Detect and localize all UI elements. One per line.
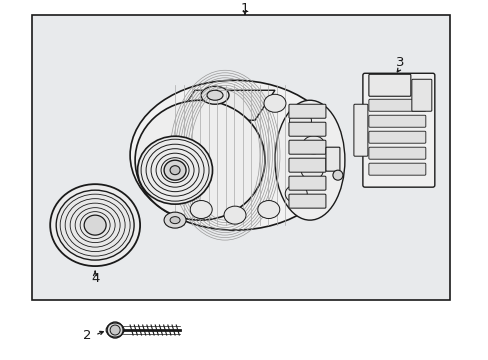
FancyBboxPatch shape (368, 74, 410, 96)
FancyBboxPatch shape (411, 79, 431, 111)
Ellipse shape (201, 86, 228, 104)
Ellipse shape (190, 201, 212, 219)
Ellipse shape (274, 100, 344, 220)
Text: 4: 4 (91, 271, 99, 284)
Ellipse shape (56, 190, 134, 260)
Ellipse shape (289, 112, 311, 130)
Circle shape (332, 170, 342, 180)
Ellipse shape (264, 94, 285, 112)
Ellipse shape (224, 206, 245, 224)
Ellipse shape (257, 201, 279, 219)
FancyBboxPatch shape (288, 194, 325, 208)
FancyBboxPatch shape (368, 131, 425, 143)
Ellipse shape (302, 136, 324, 154)
Ellipse shape (84, 215, 106, 235)
FancyBboxPatch shape (368, 147, 425, 159)
FancyBboxPatch shape (368, 115, 425, 127)
FancyBboxPatch shape (362, 73, 434, 187)
Ellipse shape (285, 185, 306, 203)
Ellipse shape (135, 100, 264, 220)
Ellipse shape (206, 90, 223, 100)
FancyBboxPatch shape (288, 104, 325, 118)
Ellipse shape (50, 184, 140, 266)
FancyBboxPatch shape (368, 99, 425, 111)
Circle shape (110, 325, 120, 335)
FancyBboxPatch shape (288, 176, 325, 190)
Ellipse shape (137, 136, 212, 204)
Ellipse shape (170, 166, 180, 175)
Polygon shape (175, 90, 274, 120)
FancyBboxPatch shape (288, 158, 325, 172)
Circle shape (107, 322, 123, 338)
Ellipse shape (130, 80, 339, 230)
Ellipse shape (164, 160, 185, 180)
FancyBboxPatch shape (288, 122, 325, 136)
Text: 3: 3 (395, 56, 403, 69)
FancyBboxPatch shape (325, 147, 339, 171)
FancyBboxPatch shape (288, 140, 325, 154)
FancyBboxPatch shape (353, 104, 367, 156)
Text: 2: 2 (83, 329, 91, 342)
Ellipse shape (164, 212, 185, 228)
FancyBboxPatch shape (368, 163, 425, 175)
Ellipse shape (170, 217, 180, 224)
Text: 1: 1 (240, 2, 249, 15)
Bar (32, 15, 449, 300)
Ellipse shape (301, 162, 323, 180)
